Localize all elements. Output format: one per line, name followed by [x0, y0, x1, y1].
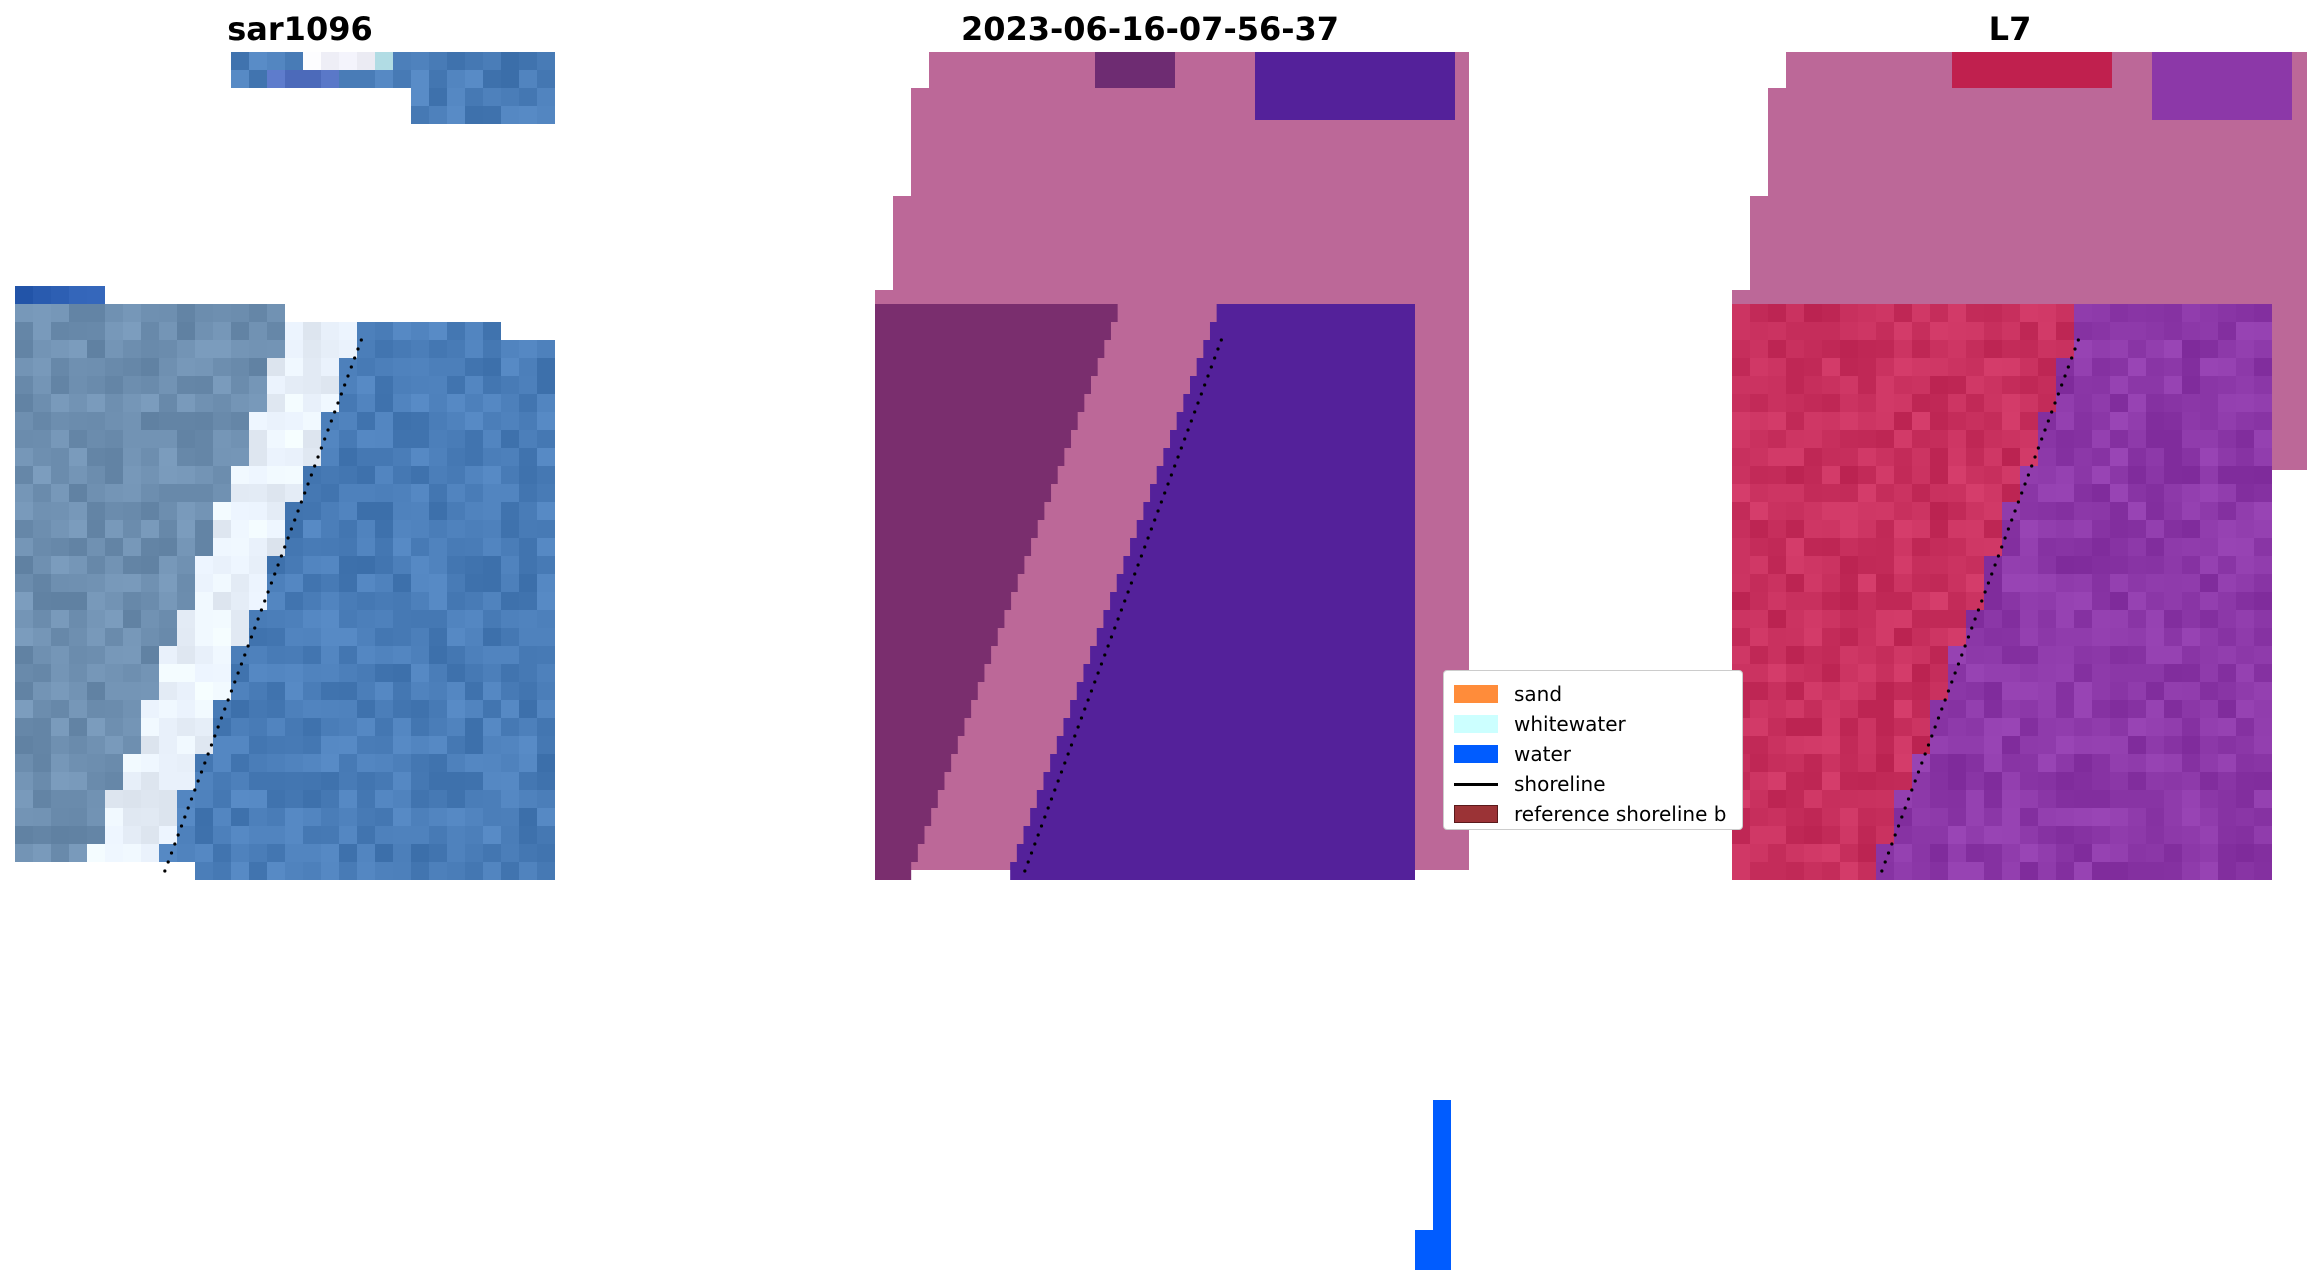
whitewater-swatch [1454, 715, 1498, 733]
legend: sand whitewater water shoreline referenc… [1443, 670, 1743, 830]
legend-item-water: water [1454, 739, 1742, 769]
panel-title-classified: 2023-06-16-07-56-37 [960, 10, 1340, 48]
legend-item-reference-shoreline: reference shoreline b [1454, 799, 1742, 829]
legend-item-sand: sand [1454, 679, 1742, 709]
legend-label-sand: sand [1514, 682, 1563, 706]
sand-swatch [1454, 685, 1498, 703]
legend-label-whitewater: whitewater [1514, 712, 1626, 736]
rgb-image-panel: sar1096 [0, 0, 600, 1283]
legend-label-shoreline: shoreline [1514, 772, 1606, 796]
legend-item-whitewater: whitewater [1454, 709, 1742, 739]
panel-title-l7: L7 [1988, 10, 2032, 48]
panel-title-rgb: sar1096 [227, 10, 373, 48]
shoreline-swatch [1454, 782, 1498, 786]
water-swatch [1454, 745, 1498, 763]
l7-image-panel: L7 [1730, 0, 2307, 1283]
legend-item-shoreline: shoreline [1454, 769, 1742, 799]
legend-label-water: water [1514, 742, 1571, 766]
classified-image-panel: 2023-06-16-07-56-37 [870, 0, 1470, 1283]
legend-label-reference-shoreline: reference shoreline b [1514, 802, 1727, 826]
reference-shoreline-swatch [1454, 805, 1498, 823]
